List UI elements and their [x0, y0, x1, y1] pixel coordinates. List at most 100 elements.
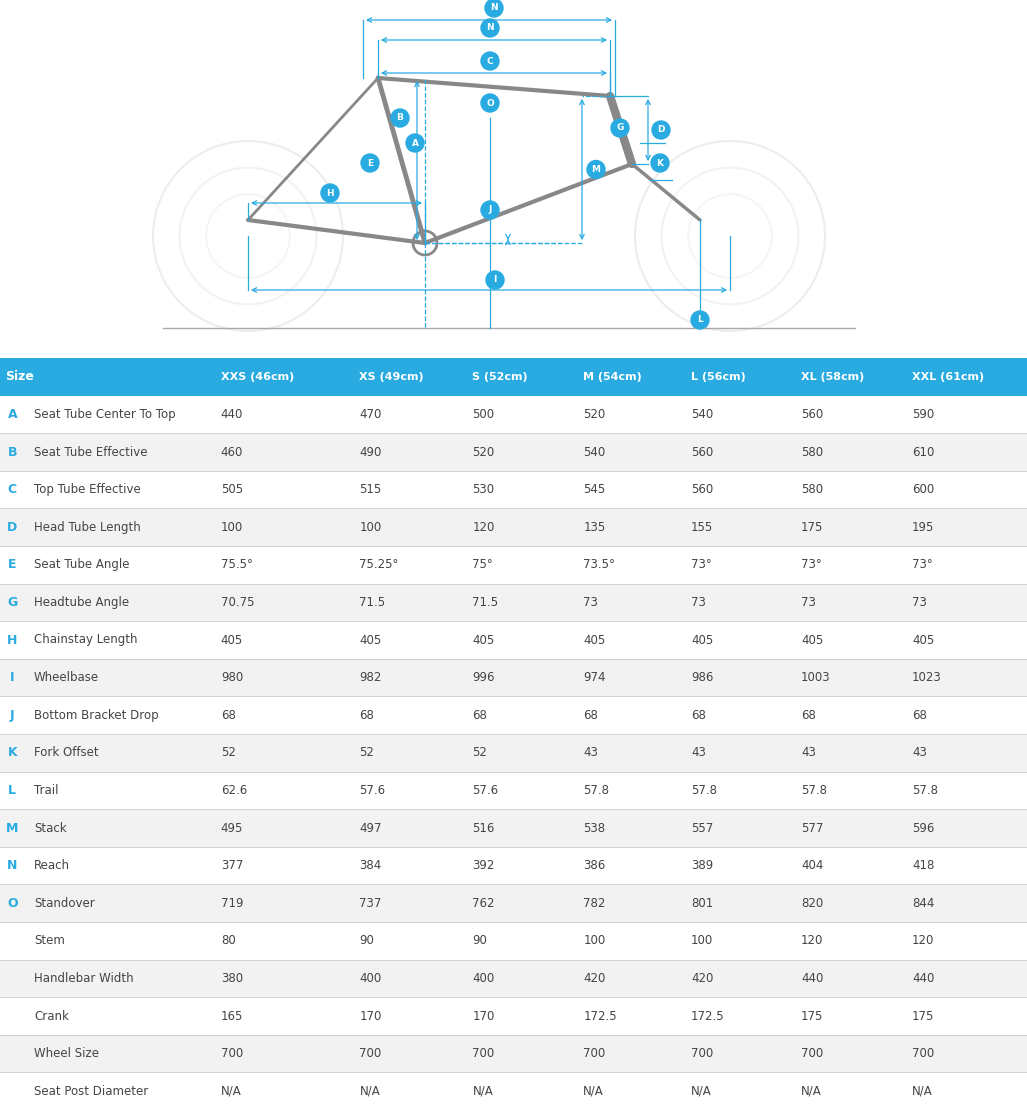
Text: E: E	[367, 159, 373, 168]
Text: Reach: Reach	[34, 859, 70, 872]
Text: XXL (61cm): XXL (61cm)	[912, 372, 984, 382]
Text: 405: 405	[583, 634, 606, 646]
Text: 100: 100	[583, 935, 606, 947]
Text: 75°: 75°	[472, 558, 493, 572]
Text: 470: 470	[359, 407, 382, 421]
Text: N/A: N/A	[583, 1084, 604, 1098]
Text: L: L	[8, 784, 16, 797]
Text: 700: 700	[221, 1047, 243, 1060]
Text: 170: 170	[472, 1009, 495, 1022]
Text: 440: 440	[221, 407, 243, 421]
Text: 57.8: 57.8	[583, 784, 609, 797]
Text: 700: 700	[801, 1047, 824, 1060]
Text: 195: 195	[912, 521, 935, 534]
Text: N: N	[490, 3, 498, 12]
Text: 386: 386	[583, 859, 606, 872]
Circle shape	[611, 119, 629, 137]
Text: 172.5: 172.5	[583, 1009, 617, 1022]
Circle shape	[362, 154, 379, 172]
Circle shape	[406, 134, 424, 152]
Text: 405: 405	[359, 634, 382, 646]
Text: 418: 418	[912, 859, 935, 872]
Text: 820: 820	[801, 897, 824, 910]
Text: D: D	[7, 521, 17, 534]
Text: O: O	[486, 99, 494, 108]
Text: 392: 392	[472, 859, 495, 872]
Text: Chainstay Length: Chainstay Length	[34, 634, 138, 646]
Text: I: I	[493, 275, 497, 284]
Text: 405: 405	[221, 634, 243, 646]
Text: 982: 982	[359, 672, 382, 684]
Text: D: D	[657, 125, 664, 134]
Text: 986: 986	[691, 672, 714, 684]
Bar	[0, 584, 1027, 622]
Text: L (56cm): L (56cm)	[691, 372, 746, 382]
Text: 700: 700	[359, 1047, 382, 1060]
Text: 100: 100	[221, 521, 243, 534]
Bar	[0, 847, 1027, 885]
Text: Seat Post Diameter: Seat Post Diameter	[34, 1084, 148, 1098]
Text: 497: 497	[359, 821, 382, 835]
Bar	[0, 1035, 1027, 1072]
Bar	[0, 960, 1027, 997]
Bar	[0, 885, 1027, 922]
Text: K: K	[7, 746, 17, 759]
Text: 801: 801	[691, 897, 714, 910]
Text: 596: 596	[912, 821, 935, 835]
Bar	[0, 359, 1027, 395]
Text: 71.5: 71.5	[359, 596, 385, 609]
Text: 175: 175	[801, 521, 824, 534]
Text: Stack: Stack	[34, 821, 67, 835]
Text: 405: 405	[472, 634, 495, 646]
Text: K: K	[656, 159, 663, 168]
Text: 700: 700	[912, 1047, 935, 1060]
Text: N/A: N/A	[691, 1084, 712, 1098]
Text: 120: 120	[472, 521, 495, 534]
Text: J: J	[10, 708, 14, 722]
Text: 52: 52	[221, 746, 235, 759]
Text: 73: 73	[801, 596, 815, 609]
Text: Stem: Stem	[34, 935, 65, 947]
Text: 75.5°: 75.5°	[221, 558, 253, 572]
Text: 135: 135	[583, 521, 606, 534]
Text: 70.75: 70.75	[221, 596, 255, 609]
Circle shape	[691, 311, 709, 329]
Text: 73°: 73°	[691, 558, 712, 572]
Text: 405: 405	[801, 634, 824, 646]
Bar	[0, 471, 1027, 508]
Text: 380: 380	[221, 972, 243, 985]
Text: 73: 73	[583, 596, 598, 609]
Text: XXS (46cm): XXS (46cm)	[221, 372, 294, 382]
Text: 155: 155	[691, 521, 714, 534]
Text: 782: 782	[583, 897, 606, 910]
Text: 80: 80	[221, 935, 235, 947]
Text: 389: 389	[691, 859, 714, 872]
Text: H: H	[7, 634, 17, 646]
Text: A: A	[412, 139, 418, 148]
Text: 700: 700	[472, 1047, 495, 1060]
Text: 73: 73	[691, 596, 706, 609]
Bar	[0, 508, 1027, 546]
Text: 495: 495	[221, 821, 243, 835]
Text: A: A	[7, 407, 17, 421]
Text: 540: 540	[691, 407, 714, 421]
Text: 974: 974	[583, 672, 606, 684]
Text: 68: 68	[691, 708, 706, 722]
Text: 172.5: 172.5	[691, 1009, 725, 1022]
Text: 500: 500	[472, 407, 495, 421]
Text: 100: 100	[691, 935, 714, 947]
Text: 405: 405	[912, 634, 935, 646]
Text: 68: 68	[472, 708, 487, 722]
Text: 68: 68	[359, 708, 374, 722]
Text: Seat Tube Effective: Seat Tube Effective	[34, 445, 148, 458]
Text: 996: 996	[472, 672, 495, 684]
Text: C: C	[8, 483, 16, 496]
Text: N/A: N/A	[472, 1084, 493, 1098]
Text: 580: 580	[801, 445, 824, 458]
Bar	[0, 659, 1027, 696]
Text: 844: 844	[912, 897, 935, 910]
Text: M (54cm): M (54cm)	[583, 372, 642, 382]
Text: Crank: Crank	[34, 1009, 69, 1022]
Circle shape	[481, 94, 499, 112]
Text: 404: 404	[801, 859, 824, 872]
